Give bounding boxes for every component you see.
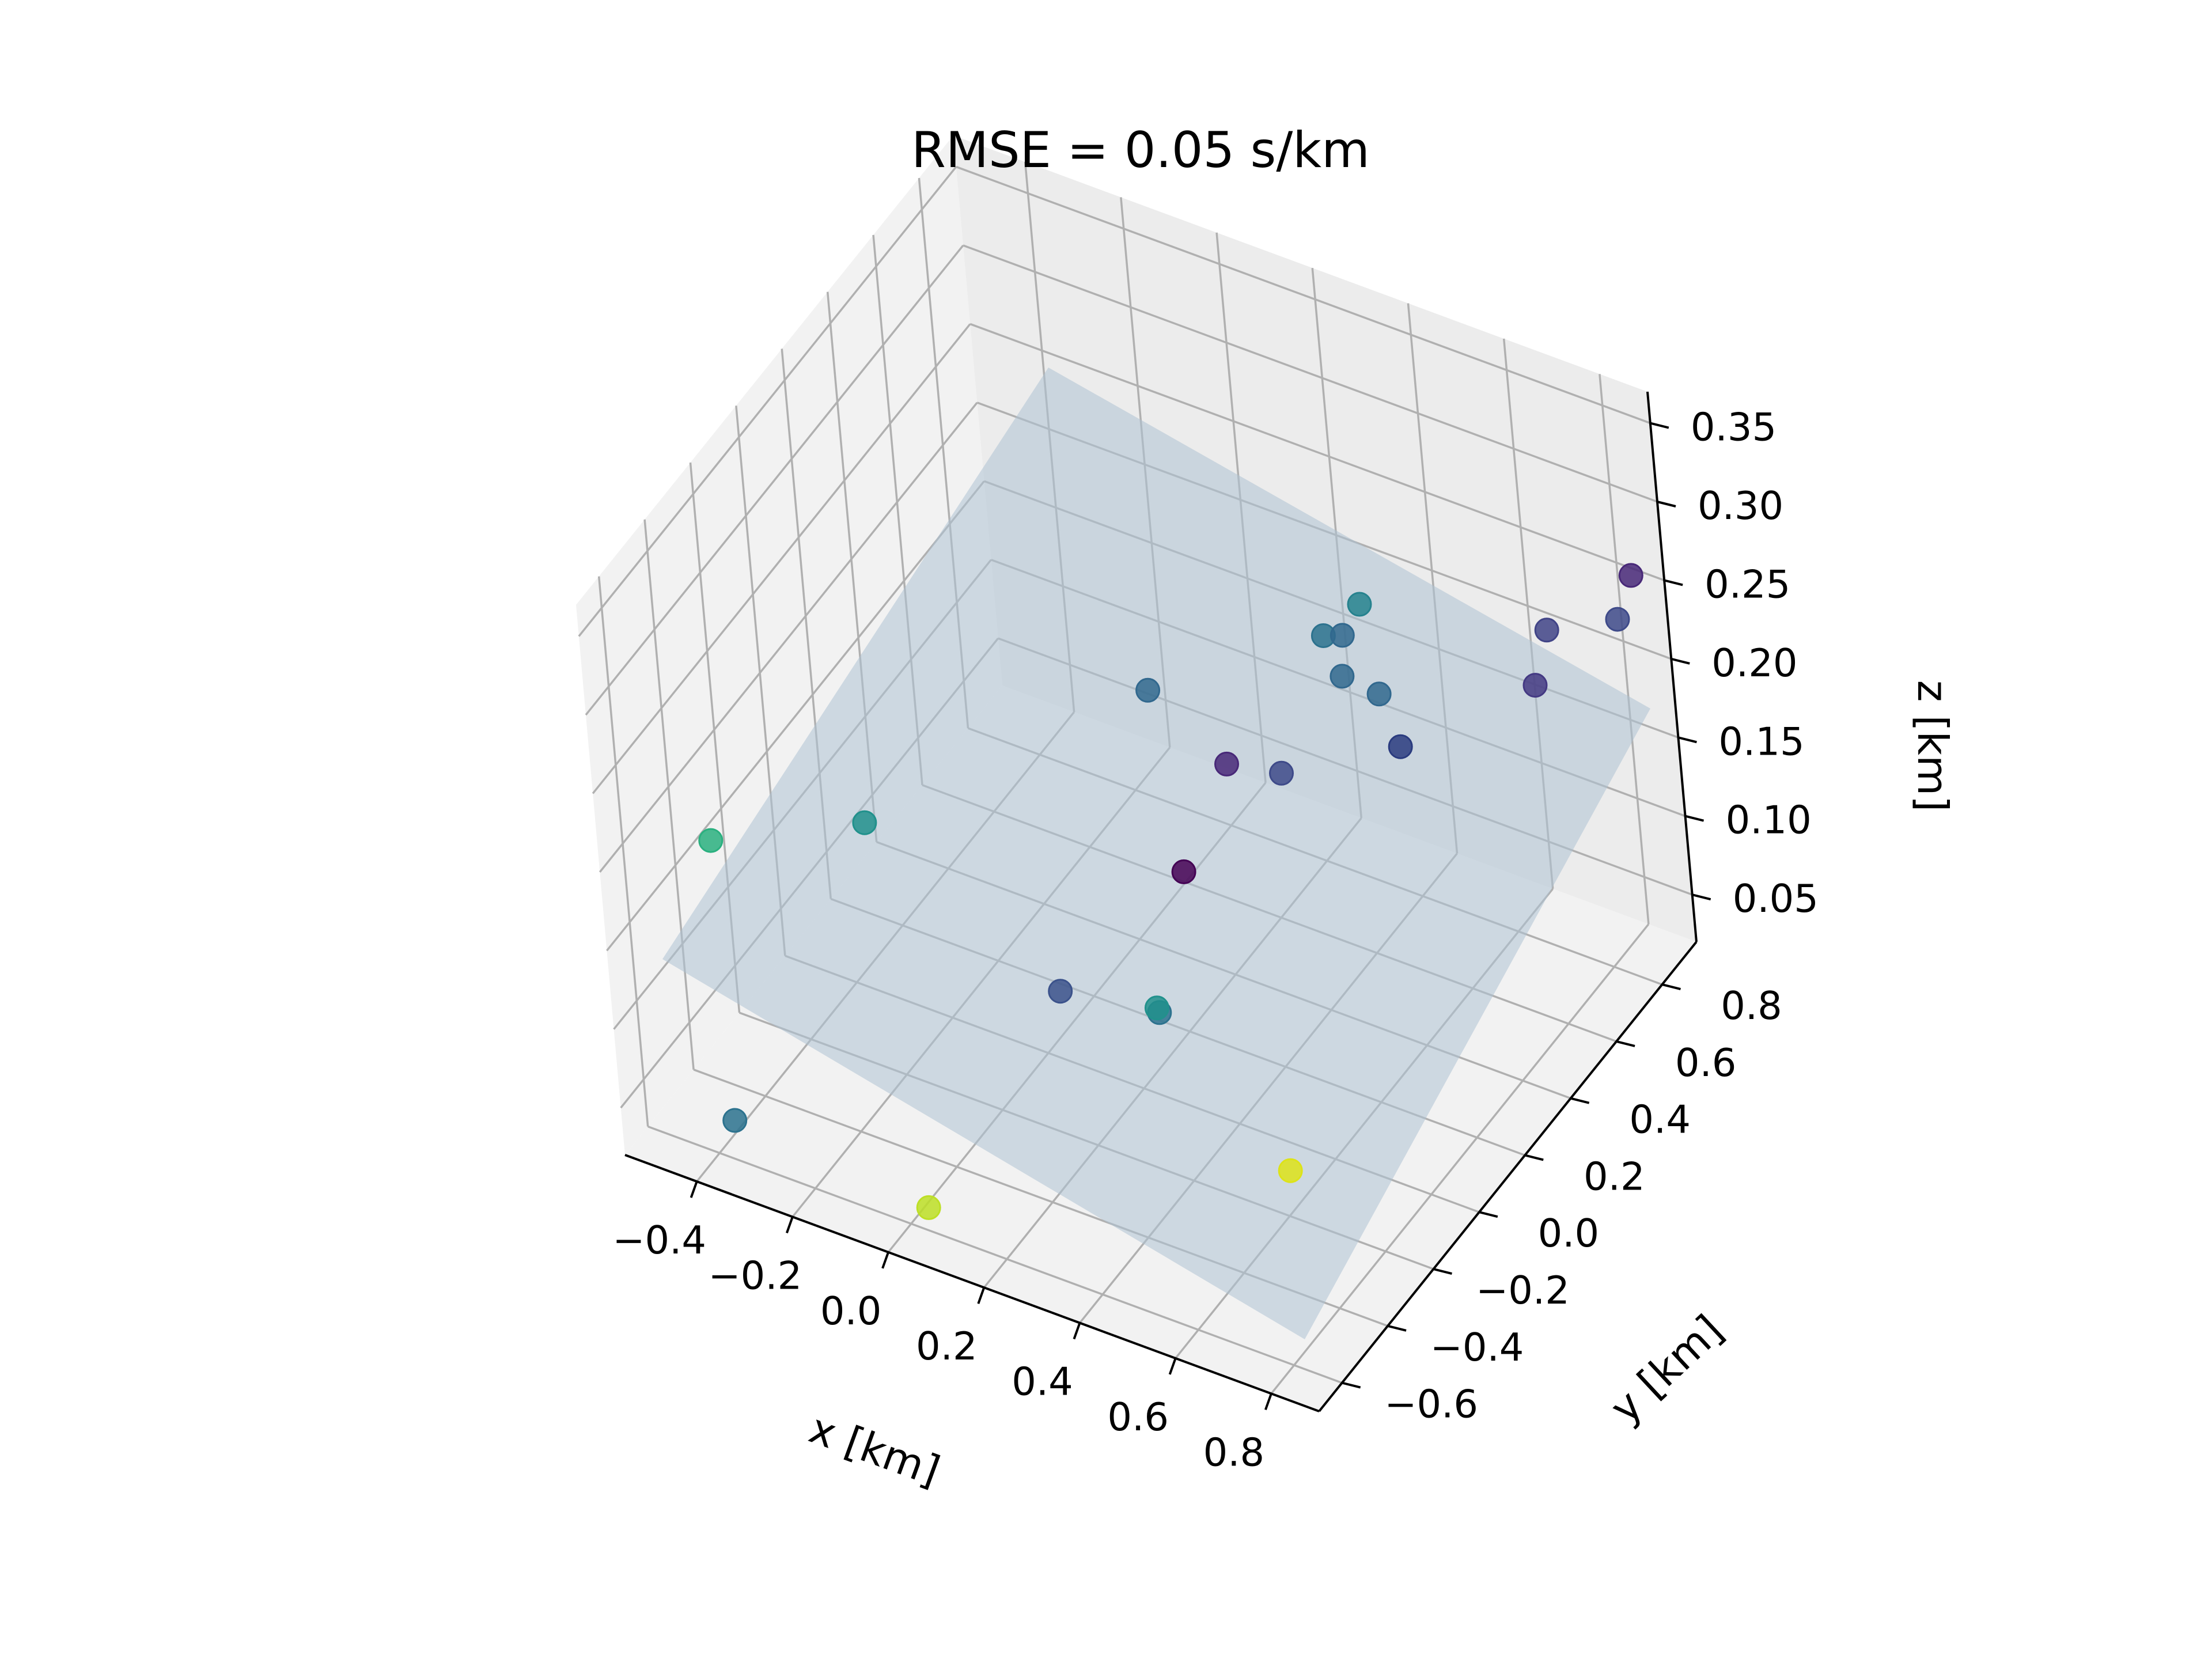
y-axis-line — [1318, 941, 1698, 1412]
data-point-8 — [1135, 677, 1161, 703]
grid-line-z-back-5 — [963, 244, 1658, 503]
y-tick-1 — [1387, 1324, 1407, 1332]
grid-line-z-left-3 — [599, 402, 978, 873]
grid-line-y-left-1 — [643, 519, 695, 1070]
y-tick-label-3: 0.0 — [1538, 1211, 1600, 1256]
left-wall-pane — [576, 135, 1002, 1155]
y-tick-6 — [1616, 1040, 1635, 1047]
grid-line-x-floor-6 — [1270, 923, 1650, 1395]
data-point-1 — [852, 810, 877, 835]
y-tick-label-7: 0.8 — [1721, 983, 1782, 1028]
data-point-6 — [1144, 995, 1169, 1021]
fitted-plane — [662, 368, 1650, 1339]
x-tick-label-3: 0.2 — [916, 1324, 978, 1369]
x-axis-line — [624, 1154, 1320, 1412]
x-tick-label-4: 0.4 — [1012, 1359, 1073, 1404]
y-tick-label-4: 0.2 — [1584, 1154, 1645, 1199]
x-tick-label-0: −0.4 — [612, 1218, 706, 1263]
z-tick-4 — [1664, 579, 1683, 586]
z-tick-label-1: 0.10 — [1726, 798, 1812, 843]
grid-line-x-back-6 — [1599, 374, 1650, 925]
axis-lines — [624, 391, 1711, 1412]
data-point-0 — [698, 828, 724, 853]
data-point-13 — [1347, 592, 1372, 617]
data-point-4 — [1048, 979, 1073, 1004]
data-point-18 — [1534, 618, 1559, 643]
grid-line-z-left-4 — [592, 323, 971, 794]
x-tick-0 — [690, 1181, 698, 1198]
data-point-12 — [1330, 623, 1355, 648]
x-tick-1 — [785, 1216, 794, 1234]
data-point-10 — [1269, 760, 1294, 786]
grid-line-z-left-5 — [585, 244, 964, 716]
grid-line-z-left-2 — [606, 480, 985, 952]
grid-line-z-back-4 — [969, 323, 1665, 582]
x-tick-label-1: −0.2 — [709, 1253, 802, 1298]
data-point-21 — [1605, 607, 1630, 632]
grid-line-z-left-6 — [578, 166, 957, 637]
x-tick-label-6: 0.8 — [1203, 1430, 1265, 1475]
y-tick-5 — [1570, 1097, 1590, 1104]
z-tick-label-5: 0.30 — [1698, 483, 1783, 528]
x-tick-label-5: 0.6 — [1107, 1395, 1169, 1440]
data-points — [698, 563, 1643, 1220]
z-tick-label-6: 0.35 — [1691, 405, 1777, 450]
y-tick-4 — [1524, 1154, 1544, 1161]
y-tick-7 — [1661, 983, 1681, 991]
data-point-7 — [1171, 859, 1196, 884]
z-tick-label-3: 0.20 — [1711, 641, 1797, 685]
grid-line-y-floor-0 — [647, 1125, 1343, 1384]
x-tick-6 — [1264, 1393, 1272, 1410]
fitted-plane-surface — [662, 368, 1650, 1339]
y-tick-label-5: 0.4 — [1629, 1097, 1691, 1142]
data-point-17 — [1278, 1158, 1303, 1183]
z-axis-line — [1646, 391, 1698, 942]
z-tick-3 — [1671, 657, 1690, 665]
data-point-20 — [1618, 563, 1643, 588]
y-tick-0 — [1342, 1381, 1361, 1389]
x-tick-4 — [1073, 1322, 1081, 1340]
grid-line-y-left-0 — [597, 576, 649, 1127]
data-point-9 — [1214, 751, 1239, 777]
x-tick-5 — [1168, 1358, 1177, 1375]
z-tick-1 — [1685, 815, 1705, 822]
z-tick-0 — [1692, 893, 1711, 901]
data-point-14 — [1330, 664, 1355, 689]
z-tick-label-0: 0.05 — [1733, 876, 1819, 921]
z-tick-label-2: 0.15 — [1718, 719, 1804, 764]
y-tick-label-6: 0.6 — [1675, 1040, 1737, 1085]
grid-line-z-back-6 — [956, 165, 1651, 425]
data-point-15 — [1366, 681, 1392, 707]
x-tick-3 — [977, 1287, 986, 1304]
y-tick-2 — [1433, 1268, 1452, 1275]
y-tick-label-0: −0.6 — [1384, 1382, 1478, 1427]
z-tick-6 — [1650, 422, 1669, 429]
data-point-3 — [916, 1195, 941, 1220]
z-tick-5 — [1657, 501, 1676, 507]
data-point-19 — [1522, 673, 1548, 698]
x-tick-2 — [881, 1252, 889, 1269]
y-tick-3 — [1479, 1211, 1498, 1218]
z-tick-label-4: 0.25 — [1705, 562, 1790, 607]
data-point-16 — [1388, 734, 1413, 759]
data-point-2 — [722, 1108, 748, 1133]
z-axis-label: z [km] — [1908, 680, 1957, 812]
z-tick-2 — [1677, 736, 1697, 744]
y-tick-label-2: −0.2 — [1476, 1268, 1570, 1313]
tick-labels: −0.4−0.20.00.20.40.60.8−0.6−0.4−0.20.00.… — [612, 405, 1819, 1475]
y-tick-label-1: −0.4 — [1430, 1325, 1524, 1370]
chart-title: RMSE = 0.05 s/km — [911, 122, 1370, 179]
x-tick-label-2: 0.0 — [820, 1289, 882, 1334]
